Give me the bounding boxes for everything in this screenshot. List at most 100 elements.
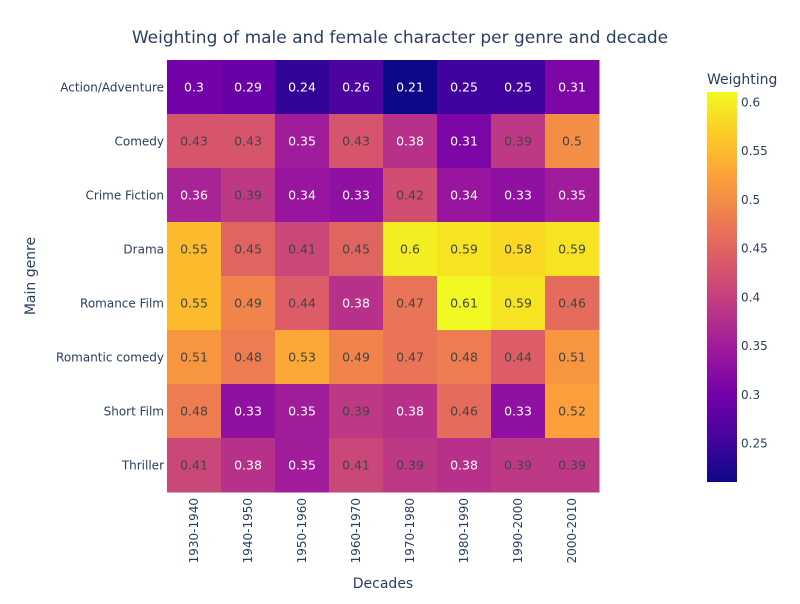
heatmap-cell	[167, 384, 222, 439]
heatmap-cell	[437, 60, 492, 115]
cell-value-label: 0.43	[180, 134, 208, 149]
x-tick-label: 1930-1940	[187, 498, 201, 563]
heatmap-cell	[437, 276, 492, 331]
cell-value-label: 0.26	[342, 80, 370, 95]
heatmap-cell	[437, 438, 492, 493]
cell-value-label: 0.46	[450, 404, 478, 419]
cell-value-label: 0.53	[288, 350, 316, 365]
cell-value-label: 0.36	[180, 188, 208, 203]
cell-value-label: 0.58	[504, 242, 532, 257]
y-tick-label: Romantic comedy	[56, 351, 164, 365]
cell-value-label: 0.31	[450, 134, 478, 149]
heatmap-cell	[491, 330, 546, 385]
cell-value-label: 0.59	[450, 242, 478, 257]
cell-value-label: 0.41	[288, 242, 316, 257]
x-tick-label: 2000-2010	[565, 498, 579, 563]
cell-value-label: 0.31	[558, 80, 586, 95]
heatmap-cell	[167, 222, 222, 277]
x-tick-label: 1970-1980	[403, 498, 417, 563]
heatmap-cell	[383, 222, 438, 277]
heatmap-cell	[221, 438, 276, 493]
cell-value-label: 0.38	[450, 458, 478, 473]
cell-value-label: 0.48	[180, 404, 208, 419]
colorbar-tick-label: 0.4	[741, 290, 760, 304]
heatmap-cell	[275, 330, 330, 385]
heatmap-cell	[329, 384, 384, 439]
cell-value-label: 0.29	[234, 80, 262, 95]
cell-value-label: 0.35	[288, 458, 316, 473]
x-tick-label: 1990-2000	[511, 498, 525, 563]
heatmap-cells	[167, 60, 600, 493]
cell-value-label: 0.46	[558, 296, 586, 311]
heatmap-cell	[383, 114, 438, 169]
heatmap-cell	[437, 168, 492, 223]
x-tick-label: 1950-1960	[295, 498, 309, 563]
cell-value-label: 0.34	[450, 188, 478, 203]
heatmap-cell	[221, 114, 276, 169]
heatmap-cell	[275, 276, 330, 331]
heatmap-cell	[545, 384, 600, 439]
heatmap-cell	[329, 60, 384, 115]
cell-value-label: 0.49	[342, 350, 370, 365]
heatmap-cell	[545, 168, 600, 223]
colorbar-ticks: 0.25 0.3 0.35 0.4 0.45 0.5 0.55 0.6	[741, 95, 768, 450]
heatmap-cell	[545, 330, 600, 385]
cell-value-label: 0.43	[342, 134, 370, 149]
heatmap-cell	[383, 438, 438, 493]
heatmap-cell	[437, 384, 492, 439]
cell-value-label: 0.21	[396, 80, 424, 95]
cell-value-label: 0.52	[558, 404, 586, 419]
heatmap-cell	[167, 168, 222, 223]
cell-value-label: 0.55	[180, 242, 208, 257]
cell-value-label: 0.51	[180, 350, 208, 365]
y-tick-label: Romance Film	[80, 297, 164, 311]
colorbar-tick-label: 0.35	[741, 339, 768, 353]
heatmap-cell	[167, 330, 222, 385]
heatmap-cell	[329, 330, 384, 385]
heatmap-cell	[437, 222, 492, 277]
cell-value-label: 0.25	[450, 80, 478, 95]
y-axis-title: Main genre	[23, 237, 39, 315]
heatmap-cell-labels: 0.3 0.29 0.24 0.26 0.21 0.25 0.25 0.31 0.43 0.43 0…	[180, 80, 586, 473]
heatmap-cell	[383, 384, 438, 439]
heatmap-cell	[491, 276, 546, 331]
cell-value-label: 0.42	[396, 188, 424, 203]
cell-value-label: 0.55	[180, 296, 208, 311]
heatmap-cell	[437, 330, 492, 385]
heatmap-cell	[167, 276, 222, 331]
cell-value-label: 0.47	[396, 296, 424, 311]
cell-value-label: 0.43	[234, 134, 262, 149]
heatmap-cell	[275, 438, 330, 493]
heatmap-cell	[545, 276, 600, 331]
cell-value-label: 0.45	[234, 242, 262, 257]
heatmap-cell	[221, 168, 276, 223]
heatmap-cell	[275, 384, 330, 439]
cell-value-label: 0.48	[450, 350, 478, 365]
heatmap-cell	[275, 222, 330, 277]
heatmap-cell	[221, 222, 276, 277]
cell-value-label: 0.44	[504, 350, 532, 365]
y-tick-label: Crime Fiction	[86, 189, 164, 203]
y-tick-label: Thriller	[121, 459, 164, 473]
cell-value-label: 0.33	[234, 404, 262, 419]
colorbar-tick-label: 0.55	[741, 144, 768, 158]
heatmap-cell	[383, 168, 438, 223]
cell-value-label: 0.39	[504, 134, 532, 149]
heatmap-cell	[383, 330, 438, 385]
x-tick-label: 1960-1970	[349, 498, 363, 563]
cell-value-label: 0.41	[180, 458, 208, 473]
colorbar-tick-label: 0.5	[741, 193, 760, 207]
heatmap-cell	[437, 114, 492, 169]
heatmap-cell	[491, 384, 546, 439]
heatmap-cell	[221, 384, 276, 439]
cell-value-label: 0.5	[562, 134, 582, 149]
cell-value-label: 0.41	[342, 458, 370, 473]
heatmap-cell	[329, 114, 384, 169]
cell-value-label: 0.35	[288, 134, 316, 149]
cell-value-label: 0.38	[342, 296, 370, 311]
heatmap-cell	[275, 168, 330, 223]
x-tick-label: 1940-1950	[241, 498, 255, 563]
chart-title: Weighting of male and female character p…	[132, 28, 668, 48]
heatmap-cell	[545, 114, 600, 169]
